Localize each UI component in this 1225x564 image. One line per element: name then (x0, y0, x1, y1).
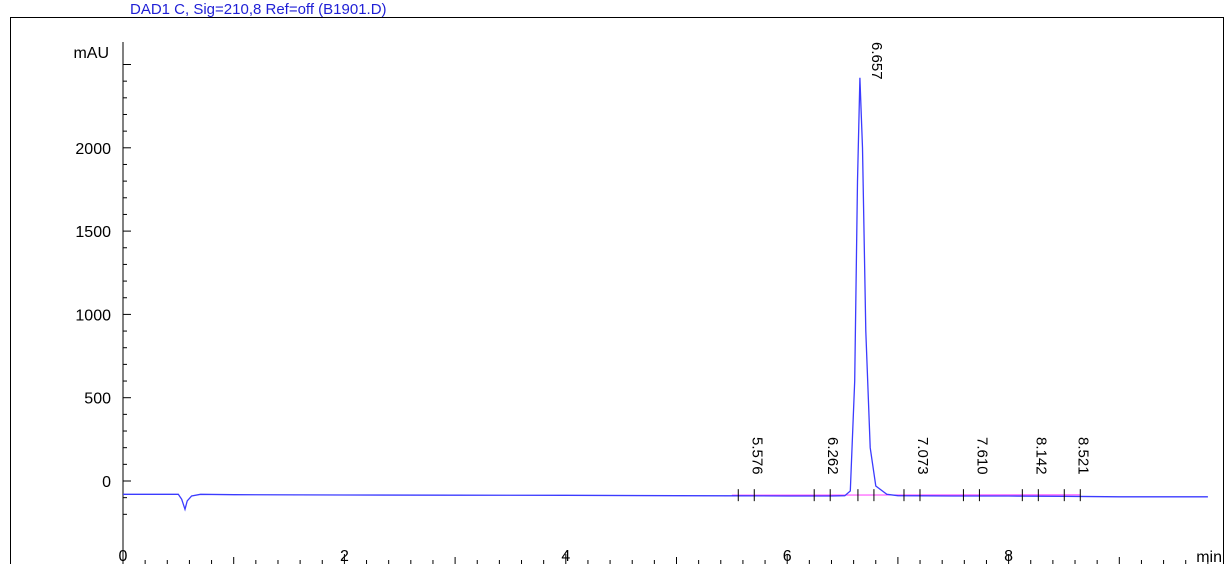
x-axis-label: min (1196, 549, 1222, 564)
peak-labels: 5.576 6.262 6.657 7.073 7.610 8.142 8.521 (748, 42, 1091, 475)
axes: 0 500 1000 1500 2000 mAU 0 2 4 6 8 min (73, 42, 1222, 564)
peak-label: 7.610 (973, 437, 990, 475)
x-tick-label: 6 (783, 548, 792, 564)
x-tick-label: 0 (119, 548, 128, 564)
y-tick-label: 0 (102, 474, 111, 491)
plot-area (123, 77, 1208, 512)
x-tick-label: 8 (1004, 548, 1013, 564)
y-tick-label: 1500 (75, 224, 111, 241)
peak-label: 7.073 (914, 437, 931, 475)
y-tick-label: 1000 (75, 307, 111, 324)
x-tick-label: 4 (561, 548, 570, 564)
chromatogram-trace (123, 77, 1208, 512)
peak-label: 8.142 (1032, 437, 1049, 475)
y-tick-label: 2000 (75, 141, 111, 158)
peak-label: 6.262 (824, 437, 841, 475)
chart-frame (10, 17, 1224, 564)
x-tick-label: 2 (340, 548, 349, 564)
chart-title: DAD1 C, Sig=210,8 Ref=off (B1901.D) (130, 1, 387, 18)
y-tick-label: 500 (84, 391, 111, 408)
peak-label: 5.576 (748, 437, 765, 475)
peak-label: 6.657 (868, 42, 885, 80)
peak-label: 8.521 (1074, 437, 1091, 475)
y-axis-label: mAU (73, 45, 109, 62)
